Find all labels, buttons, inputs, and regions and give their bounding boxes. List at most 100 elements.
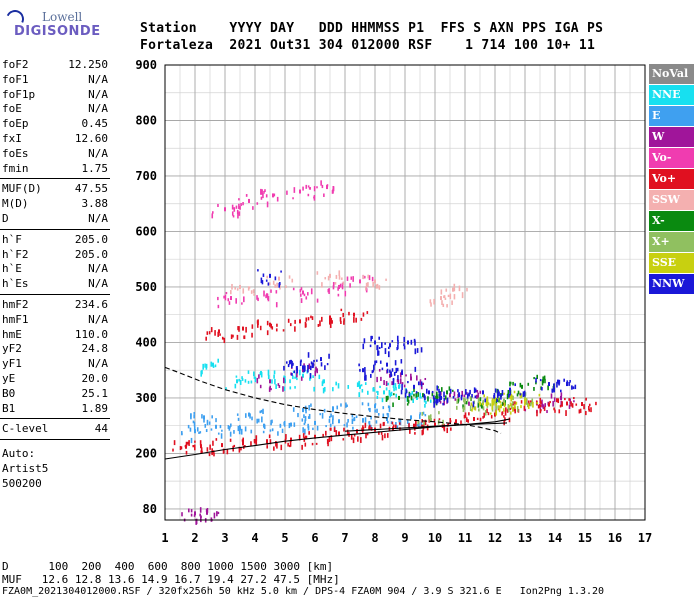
- data-point: [329, 315, 331, 320]
- data-point-echo: [316, 271, 319, 275]
- data-point-echo: [474, 395, 477, 399]
- data-point-echo: [287, 442, 289, 447]
- data-point-echo: [428, 417, 431, 423]
- data-point-echo: [270, 388, 272, 391]
- data-point-echo: [347, 419, 349, 423]
- data-point-echo: [193, 514, 196, 517]
- data-point-echo: [571, 385, 573, 390]
- data-point-echo: [468, 401, 470, 406]
- data-point-echo: [540, 386, 542, 390]
- data-point-echo: [416, 375, 418, 381]
- data-point-echo: [347, 384, 350, 389]
- data-point-echo: [304, 442, 307, 447]
- data-point-echo: [358, 380, 360, 387]
- data-point-echo: [565, 410, 567, 416]
- data-point-echo: [462, 404, 464, 409]
- data-point-echo: [477, 392, 479, 399]
- data-point-echo: [370, 416, 372, 420]
- param-name: hmF1: [2, 312, 29, 326]
- data-point-echo: [509, 389, 512, 395]
- data-point-echo: [385, 395, 388, 402]
- y-tick-label: 300: [135, 391, 157, 405]
- data-point-echo: [260, 409, 263, 413]
- data-point-echo: [215, 418, 217, 423]
- data-point-echo: [395, 424, 397, 428]
- data-point-echo: [378, 431, 380, 435]
- data-point-echo: [275, 302, 278, 308]
- data-point-echo: [292, 362, 294, 366]
- data-point-echo: [482, 416, 484, 419]
- data-point-echo: [238, 198, 240, 201]
- data-point-echo: [243, 335, 246, 340]
- data-point-echo: [321, 282, 323, 288]
- data-point-echo: [491, 400, 494, 406]
- param-name: M(D): [2, 197, 29, 211]
- y-tick-label: 80: [143, 502, 157, 516]
- data-point: [386, 417, 388, 422]
- data-point: [299, 189, 301, 194]
- y-tick-label: 200: [135, 446, 157, 460]
- data-point-echo: [250, 380, 253, 384]
- data-point-echo: [361, 427, 363, 432]
- data-point-echo: [251, 324, 254, 329]
- data-point-echo: [233, 444, 236, 448]
- data-point-echo: [493, 393, 496, 399]
- data-point-echo: [403, 336, 406, 343]
- data-point-echo: [524, 402, 526, 406]
- data-point-echo: [420, 384, 423, 390]
- data-point-echo: [238, 211, 241, 216]
- data-point-echo: [569, 379, 571, 383]
- x-tick-label: 3: [221, 531, 228, 545]
- data-point-echo: [372, 369, 374, 373]
- param-name: hmE: [2, 327, 22, 341]
- data-point-echo: [321, 412, 324, 419]
- data-point-echo: [188, 440, 190, 446]
- data-point-echo: [250, 441, 252, 446]
- data-point-echo: [269, 282, 271, 286]
- logo-line2: DIGISONDE: [14, 24, 101, 39]
- data-point: [422, 393, 424, 398]
- data-point-echo: [303, 422, 306, 425]
- data-point-echo: [319, 320, 321, 327]
- data-point-echo: [524, 397, 527, 402]
- data-point-echo: [535, 377, 537, 383]
- data-point-echo: [523, 405, 526, 411]
- data-point-echo: [527, 403, 530, 409]
- data-point-echo: [379, 423, 382, 429]
- x-tick-label: 4: [251, 531, 258, 545]
- data-point-echo: [352, 426, 354, 430]
- data-point-echo: [361, 388, 364, 393]
- data-point-echo: [283, 420, 286, 427]
- series-nne: [200, 358, 432, 408]
- data-point-echo: [236, 288, 239, 291]
- data-point-echo: [338, 270, 341, 277]
- data-point-echo: [443, 426, 446, 432]
- footer-muf-row: MUF 12.6 12.8 13.6 14.9 16.7 19.4 27.2 4…: [2, 573, 340, 586]
- data-point-echo: [238, 326, 240, 332]
- data-point-echo: [419, 379, 422, 386]
- data-point-echo: [337, 287, 339, 291]
- data-point: [494, 397, 496, 402]
- data-point-echo: [495, 398, 498, 402]
- param-name: foF1: [2, 72, 29, 86]
- data-point-echo: [173, 440, 176, 446]
- data-point-echo: [219, 424, 222, 429]
- param-row: C-level 44: [2, 422, 108, 437]
- x-tick-label: 6: [311, 531, 318, 545]
- data-point-echo: [513, 407, 516, 412]
- data-point-echo: [449, 418, 452, 424]
- data-point-echo: [414, 348, 417, 355]
- data-point-echo: [560, 392, 563, 397]
- data-point-echo: [508, 417, 511, 423]
- data-point-echo: [419, 392, 421, 398]
- data-point-echo: [573, 400, 575, 403]
- data-point-echo: [384, 348, 387, 355]
- data-point-echo: [278, 282, 281, 288]
- data-point-echo: [217, 432, 220, 435]
- data-point-echo: [304, 416, 307, 422]
- param-row: yF1 N/A: [2, 357, 108, 372]
- data-point-echo: [208, 331, 211, 335]
- data-point-echo: [304, 419, 306, 424]
- data-point-echo: [557, 379, 560, 385]
- data-point-echo: [352, 276, 354, 282]
